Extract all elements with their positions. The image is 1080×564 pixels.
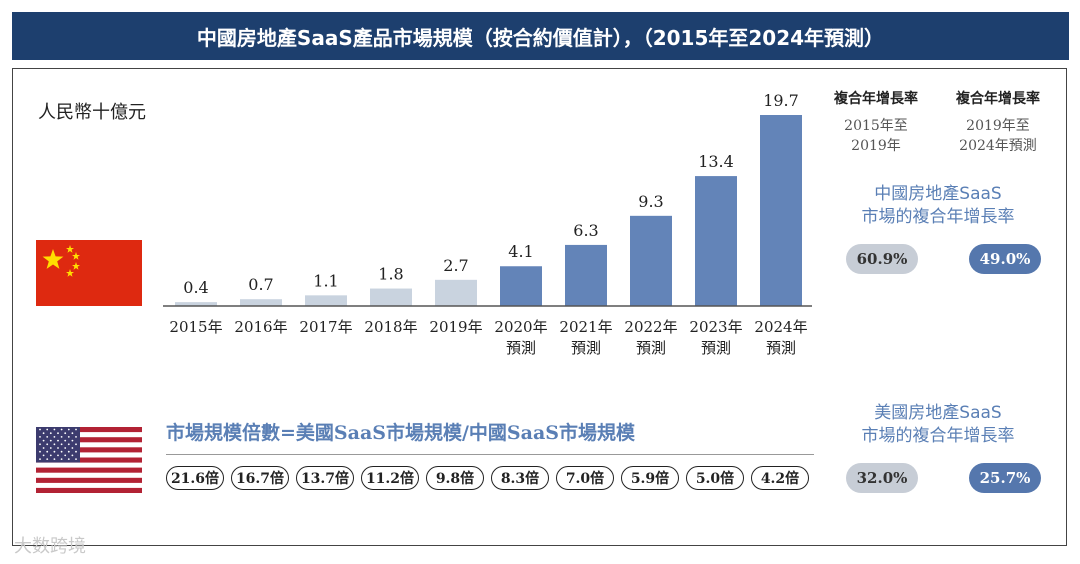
bar-0 bbox=[175, 302, 217, 306]
us-cagr-label-line2: 市場的複合年增長率 bbox=[861, 426, 1015, 446]
value-label-9: 19.7 bbox=[763, 91, 799, 110]
value-label-8: 13.4 bbox=[698, 152, 734, 171]
category-label-7-line2: 預測 bbox=[636, 339, 666, 357]
cagr-heading-1: 複合年增長率 bbox=[834, 91, 918, 107]
bar-4 bbox=[435, 279, 477, 306]
multiple-8: 5.0倍 bbox=[686, 466, 744, 490]
bar-1 bbox=[240, 299, 282, 306]
multiple-2: 13.7倍 bbox=[296, 466, 354, 490]
cagr-period-1-line1: 2015年至 bbox=[844, 118, 908, 134]
category-label-5-line1: 2020年 bbox=[494, 318, 547, 336]
multiple-3: 11.2倍 bbox=[361, 466, 419, 490]
category-label-1-line1: 2016年 bbox=[234, 318, 287, 336]
us-cagr-2019-2024: 25.7% bbox=[969, 463, 1041, 493]
bar-8 bbox=[695, 176, 737, 306]
multiple-1: 16.7倍 bbox=[231, 466, 289, 490]
category-label-6-line1: 2021年 bbox=[559, 318, 612, 336]
bar-5 bbox=[500, 266, 542, 306]
multiple-4: 9.8倍 bbox=[426, 466, 484, 490]
multiple-6: 7.0倍 bbox=[556, 466, 614, 490]
value-label-7: 9.3 bbox=[638, 192, 663, 211]
unit-label: 人民幣十億元 bbox=[38, 102, 146, 123]
value-label-0: 0.4 bbox=[183, 278, 208, 297]
china-flag bbox=[36, 240, 142, 306]
china-cagr-label: 中國房地產SaaS 市場的複合年增長率 bbox=[828, 183, 1048, 229]
china-cagr-2015-2019: 60.9% bbox=[846, 244, 918, 274]
us-flag bbox=[36, 427, 142, 493]
cagr-period-1: 2015年至 2019年 bbox=[821, 116, 931, 156]
value-label-3: 1.8 bbox=[378, 265, 403, 284]
category-label-2-line1: 2017年 bbox=[299, 318, 352, 336]
us-cagr-2015-2019: 32.0% bbox=[846, 463, 918, 493]
cagr-period-2-line1: 2019年至 bbox=[966, 118, 1030, 134]
category-label-9-line2: 預測 bbox=[766, 339, 796, 357]
multiple-9: 4.2倍 bbox=[751, 466, 809, 490]
category-label-4-line1: 2019年 bbox=[429, 318, 482, 336]
category-label-7-line1: 2022年 bbox=[624, 318, 677, 336]
multiple-0: 21.6倍 bbox=[166, 466, 224, 490]
bar-3 bbox=[370, 288, 412, 306]
chart-frame bbox=[12, 68, 1067, 546]
china-cagr-label-line1: 中國房地產SaaS bbox=[874, 184, 1002, 204]
category-label-0-line1: 2015年 bbox=[169, 318, 222, 336]
value-label-2: 1.1 bbox=[313, 271, 338, 290]
chart-title: 中國房地產SaaS產品市場規模（按合約價值計），（2015年至2024年預測） bbox=[12, 12, 1069, 60]
category-label-9-line1: 2024年 bbox=[754, 318, 807, 336]
bar-7 bbox=[630, 215, 672, 306]
bar-6 bbox=[565, 244, 607, 306]
multiples-title: 市場規模倍數=美國SaaS市場規模/中國SaaS市場規模 bbox=[166, 422, 635, 444]
us-cagr-label: 美國房地產SaaS 市場的複合年增長率 bbox=[828, 402, 1048, 448]
value-label-1: 0.7 bbox=[248, 275, 273, 294]
value-label-4: 2.7 bbox=[443, 256, 468, 275]
multiple-5: 8.3倍 bbox=[491, 466, 549, 490]
china-flag-stars bbox=[42, 245, 80, 277]
value-label-6: 6.3 bbox=[573, 221, 598, 240]
china-cagr-label-line2: 市場的複合年增長率 bbox=[861, 207, 1015, 227]
watermark: 大数跨境 bbox=[14, 536, 86, 557]
cagr-period-1-line2: 2019年 bbox=[851, 138, 901, 154]
us-cagr-label-line1: 美國房地產SaaS bbox=[874, 403, 1002, 423]
category-label-8-line1: 2023年 bbox=[689, 318, 742, 336]
value-label-5: 4.1 bbox=[508, 242, 533, 261]
category-label-5-line2: 預測 bbox=[506, 339, 536, 357]
category-label-6-line2: 預測 bbox=[571, 339, 601, 357]
cagr-heading-2: 複合年增長率 bbox=[956, 91, 1040, 107]
bar-9 bbox=[760, 115, 802, 306]
us-flag-graphic bbox=[36, 427, 142, 493]
bar-2 bbox=[305, 295, 347, 306]
multiple-7: 5.9倍 bbox=[621, 466, 679, 490]
cagr-period-2-line2: 2024年預測 bbox=[959, 138, 1037, 154]
cagr-period-2: 2019年至 2024年預測 bbox=[943, 116, 1053, 156]
china-cagr-2019-2024: 49.0% bbox=[969, 244, 1041, 274]
multiples-divider bbox=[166, 454, 814, 455]
category-label-3-line1: 2018年 bbox=[364, 318, 417, 336]
category-label-8-line2: 預測 bbox=[701, 339, 731, 357]
